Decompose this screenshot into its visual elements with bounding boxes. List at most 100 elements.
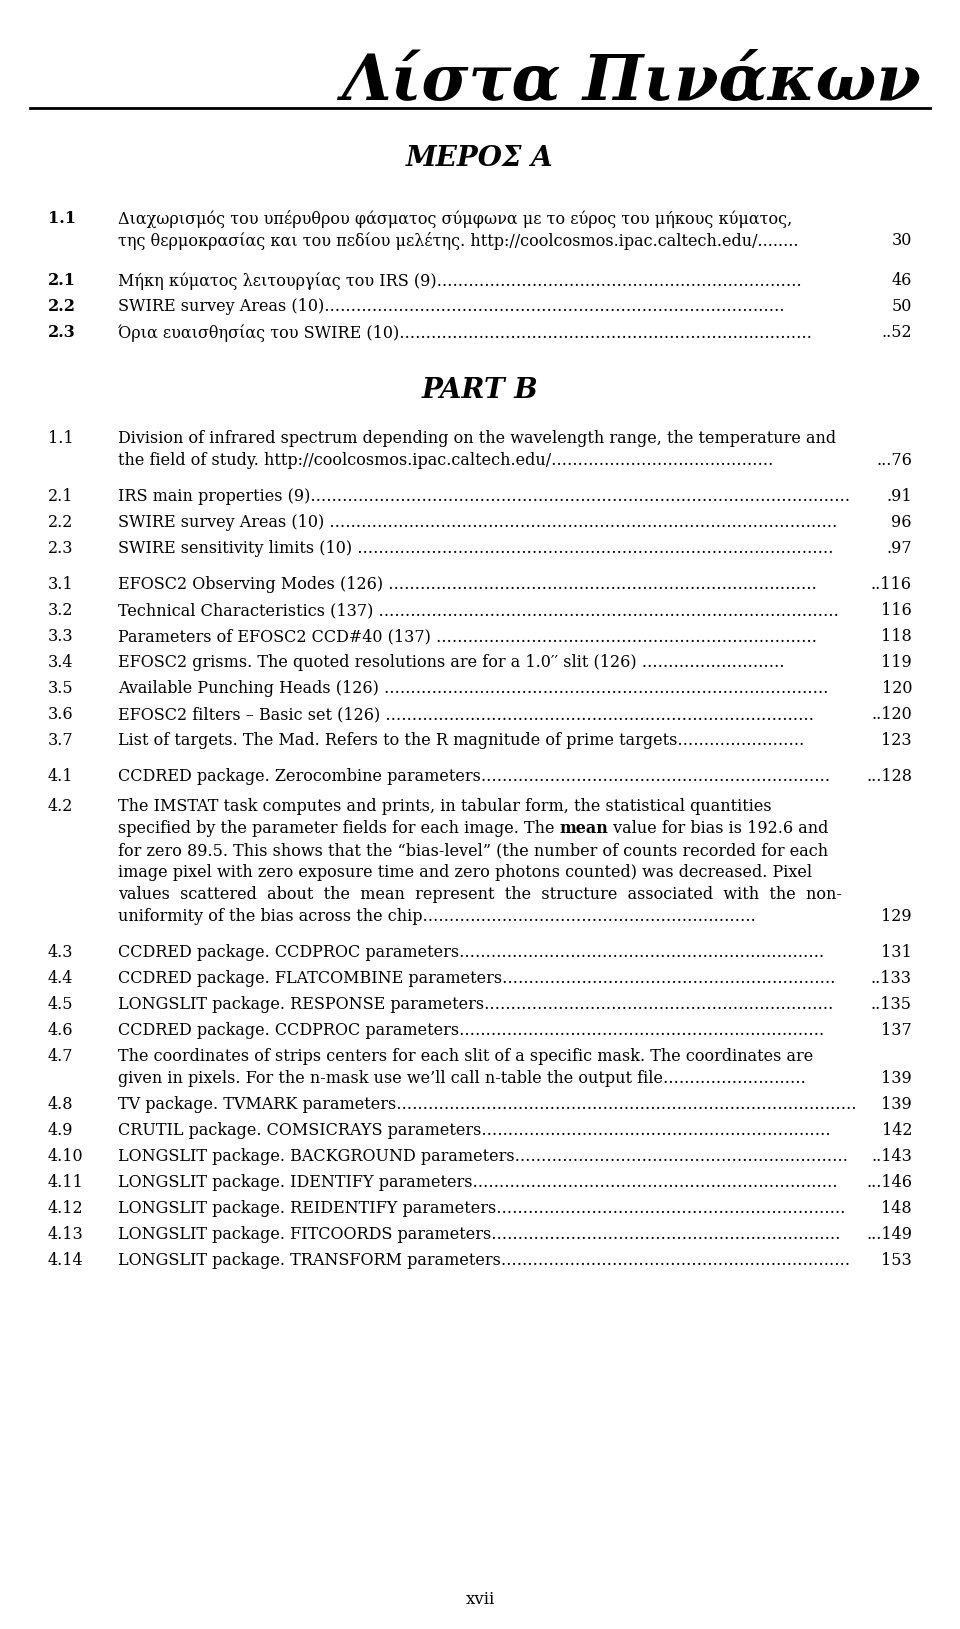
- Text: CCDRED package. CCDPROC parameters……………………………………………………………: CCDRED package. CCDPROC parameters…………………: [118, 943, 825, 961]
- Text: IRS main properties (9)…………………………………………………………………………………………: IRS main properties (9)………………………………………………: [118, 489, 851, 505]
- Text: LONGSLIT package. IDENTIFY parameters……………………………………………………………: LONGSLIT package. IDENTIFY parameters…………: [118, 1175, 838, 1191]
- Text: uniformity of the bias across the chip………………………………………………………: uniformity of the bias across the chip………: [118, 907, 756, 925]
- Text: 2.2: 2.2: [48, 515, 73, 531]
- Text: Μήκη κύματος λειτουργίας του IRS (9)……………………………………………………………: Μήκη κύματος λειτουργίας του IRS (9)……………: [118, 272, 802, 290]
- Text: 2.2: 2.2: [48, 298, 76, 314]
- Text: 1.1: 1.1: [48, 430, 74, 446]
- Text: 118: 118: [881, 629, 912, 645]
- Text: The coordinates of strips centers for each slit of a specific mask. The coordina: The coordinates of strips centers for ea…: [118, 1047, 813, 1065]
- Text: 139: 139: [881, 1070, 912, 1087]
- Text: ..116: ..116: [871, 577, 912, 593]
- Text: 123: 123: [881, 731, 912, 749]
- Text: ...128: ...128: [866, 767, 912, 785]
- Text: 148: 148: [881, 1201, 912, 1217]
- Text: ΜΕΡΟΣ Α: ΜΕΡΟΣ Α: [406, 145, 554, 171]
- Text: 4.13: 4.13: [48, 1227, 84, 1243]
- Text: the field of study. http://coolcosmos.ipac.caltech.edu/……………………………………: the field of study. http://coolcosmos.ip…: [118, 451, 774, 469]
- Text: 4.4: 4.4: [48, 969, 73, 987]
- Text: ...149: ...149: [866, 1227, 912, 1243]
- Text: SWIRE survey Areas (10)……………………………………………………………………………: SWIRE survey Areas (10)………………………………………………: [118, 298, 784, 314]
- Text: 3.2: 3.2: [48, 603, 74, 619]
- Text: Parameters of EFOSC2 CCD#40 (137) ………………………………………………………………: Parameters of EFOSC2 CCD#40 (137) …………………: [118, 629, 817, 645]
- Text: 30: 30: [892, 231, 912, 249]
- Text: Λίστα Πινάκων: Λίστα Πινάκων: [342, 50, 922, 112]
- Text: List of targets. The Mad. Refers to the R magnitude of prime targets……………………: List of targets. The Mad. Refers to the …: [118, 731, 804, 749]
- Text: LONGSLIT package. BACKGROUND parameters………………………………………………………: LONGSLIT package. BACKGROUND parameters……: [118, 1148, 848, 1165]
- Text: 120: 120: [881, 679, 912, 697]
- Text: .97: .97: [886, 539, 912, 557]
- Text: της θερμοκρασίας και του πεδίου μελέτης. http://coolcosmos.ipac.caltech.edu/....: της θερμοκρασίας και του πεδίου μελέτης.…: [118, 231, 799, 249]
- Text: ..120: ..120: [872, 705, 912, 723]
- Text: EFOSC2 Observing Modes (126) ………………………………………………………………………: EFOSC2 Observing Modes (126) ………………………………: [118, 577, 817, 593]
- Text: 129: 129: [881, 907, 912, 925]
- Text: LONGSLIT package. FITCOORDS parameters…………………………………………………………: LONGSLIT package. FITCOORDS parameters………: [118, 1227, 841, 1243]
- Text: 4.12: 4.12: [48, 1201, 84, 1217]
- Text: 4.9: 4.9: [48, 1122, 74, 1139]
- Text: The IMSTAT task computes and prints, in tabular form, the statistical quantities: The IMSTAT task computes and prints, in …: [118, 798, 772, 814]
- Text: EFOSC2 filters – Basic set (126) ………………………………………………………………………: EFOSC2 filters – Basic set (126) ……………………: [118, 705, 814, 723]
- Text: CCDRED package. CCDPROC parameters……………………………………………………………: CCDRED package. CCDPROC parameters…………………: [118, 1021, 825, 1039]
- Text: given in pixels. For the n-mask use we’ll call n-table the output file………………………: given in pixels. For the n-mask use we’l…: [118, 1070, 805, 1087]
- Text: 4.11: 4.11: [48, 1175, 84, 1191]
- Text: 3.4: 3.4: [48, 653, 74, 671]
- Text: EFOSC2 grisms. The quoted resolutions are for a 1.0′′ slit (126) ………………………: EFOSC2 grisms. The quoted resolutions ar…: [118, 653, 784, 671]
- Text: specified by the parameter fields for each image. The: specified by the parameter fields for ea…: [118, 819, 560, 837]
- Text: LONGSLIT package. RESPONSE parameters…………………………………………………………: LONGSLIT package. RESPONSE parameters…………: [118, 995, 833, 1013]
- Text: SWIRE survey Areas (10) ……………………………………………………………………………………: SWIRE survey Areas (10) ……………………………………………: [118, 515, 837, 531]
- Text: LONGSLIT package. REIDENTIFY parameters…………………………………………………………: LONGSLIT package. REIDENTIFY parameters……: [118, 1201, 846, 1217]
- Text: 4.1: 4.1: [48, 767, 74, 785]
- Text: 4.2: 4.2: [48, 798, 73, 814]
- Text: Όρια ευαισθησίας του SWIRE (10)……………………………………………………………………: Όρια ευαισθησίας του SWIRE (10)…………………………: [118, 324, 812, 342]
- Text: TV package. TVMARK parameters……………………………………………………………………………: TV package. TVMARK parameters………………………………: [118, 1096, 856, 1113]
- Text: 3.1: 3.1: [48, 577, 74, 593]
- Text: 139: 139: [881, 1096, 912, 1113]
- Text: 4.5: 4.5: [48, 995, 74, 1013]
- Text: 3.5: 3.5: [48, 679, 74, 697]
- Text: 131: 131: [881, 943, 912, 961]
- Text: 4.6: 4.6: [48, 1021, 74, 1039]
- Text: 2.3: 2.3: [48, 324, 76, 340]
- Text: ...146: ...146: [866, 1175, 912, 1191]
- Text: image pixel with zero exposure time and zero photons counted) was decreased. Pix: image pixel with zero exposure time and …: [118, 863, 812, 881]
- Text: 3.7: 3.7: [48, 731, 74, 749]
- Text: CRUTIL package. COMSICRAYS parameters…………………………………………………………: CRUTIL package. COMSICRAYS parameters…………: [118, 1122, 830, 1139]
- Text: 3.3: 3.3: [48, 629, 74, 645]
- Text: PART B: PART B: [421, 376, 539, 404]
- Text: 4.8: 4.8: [48, 1096, 74, 1113]
- Text: ..135: ..135: [871, 995, 912, 1013]
- Text: mean: mean: [560, 819, 609, 837]
- Text: 2.1: 2.1: [48, 489, 74, 505]
- Text: ..133: ..133: [871, 969, 912, 987]
- Text: values  scattered  about  the  mean  represent  the  structure  associated  with: values scattered about the mean represen…: [118, 886, 842, 902]
- Text: 153: 153: [881, 1253, 912, 1269]
- Text: xvii: xvii: [466, 1590, 494, 1608]
- Text: for zero 89.5. This shows that the “bias-level” (the number of counts recorded f: for zero 89.5. This shows that the “bias…: [118, 842, 828, 858]
- Text: Available Punching Heads (126) …………………………………………………………………………: Available Punching Heads (126) …………………………: [118, 679, 828, 697]
- Text: 4.14: 4.14: [48, 1253, 84, 1269]
- Text: 3.6: 3.6: [48, 705, 74, 723]
- Text: Διαχωρισμός του υπέρυθρου φάσματος σύμφωνα με το εύρος του μήκους κύματος,: Διαχωρισμός του υπέρυθρου φάσματος σύμφω…: [118, 210, 792, 228]
- Text: ...76: ...76: [876, 451, 912, 469]
- Text: .91: .91: [886, 489, 912, 505]
- Text: 2.3: 2.3: [48, 539, 74, 557]
- Text: 119: 119: [881, 653, 912, 671]
- Text: Division of infrared spectrum depending on the wavelength range, the temperature: Division of infrared spectrum depending …: [118, 430, 836, 446]
- Text: CCDRED package. FLATCOMBINE parameters………………………………………………………: CCDRED package. FLATCOMBINE parameters………: [118, 969, 835, 987]
- Text: ..52: ..52: [881, 324, 912, 340]
- Text: 137: 137: [881, 1021, 912, 1039]
- Text: 1.1: 1.1: [48, 210, 76, 226]
- Text: ..143: ..143: [871, 1148, 912, 1165]
- Text: 4.3: 4.3: [48, 943, 74, 961]
- Text: 142: 142: [881, 1122, 912, 1139]
- Text: LONGSLIT package. TRANSFORM parameters…………………………………………………………: LONGSLIT package. TRANSFORM parameters………: [118, 1253, 851, 1269]
- Text: SWIRE sensitivity limits (10) ………………………………………………………………………………: SWIRE sensitivity limits (10) ……………………………: [118, 539, 833, 557]
- Text: Technical Characteristics (137) ……………………………………………………………………………: Technical Characteristics (137) ………………………: [118, 603, 839, 619]
- Text: 4.10: 4.10: [48, 1148, 84, 1165]
- Text: 4.7: 4.7: [48, 1047, 74, 1065]
- Text: 46: 46: [892, 272, 912, 288]
- Text: value for bias is 192.6 and: value for bias is 192.6 and: [609, 819, 828, 837]
- Text: 96: 96: [892, 515, 912, 531]
- Text: 50: 50: [892, 298, 912, 314]
- Text: 116: 116: [881, 603, 912, 619]
- Text: 2.1: 2.1: [48, 272, 76, 288]
